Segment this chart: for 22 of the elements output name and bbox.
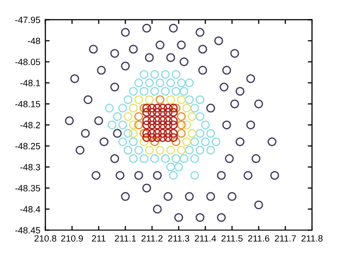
x-tick-label: 211.3 [168, 235, 190, 242]
x-tick-label: 211 [92, 235, 106, 242]
y-tick-label: -48.4 [20, 206, 40, 212]
y-tick-label: -48.1 [20, 80, 40, 86]
x-tick-label: 211.2 [142, 235, 163, 242]
y-tick-label: -48.2 [20, 122, 40, 128]
y-tick-label: -48.15 [15, 100, 40, 108]
y-tick-label: -48.05 [15, 58, 40, 66]
x-tick-label: 211.1 [114, 235, 136, 242]
x-tick-label: 211.4 [194, 235, 216, 242]
x-tick-label: 211.5 [222, 235, 243, 242]
x-tick-label: 210.8 [34, 235, 56, 242]
y-tick-label: -48.3 [20, 164, 40, 170]
x-tick-label: 210.9 [61, 235, 83, 242]
y-tick-label: -47.95 [15, 16, 40, 24]
x-tick-label: 211.7 [274, 235, 296, 242]
y-tick-label: -48.35 [15, 185, 40, 192]
y-tick-label: -48 [28, 38, 40, 44]
x-tick-label: 211.6 [248, 235, 270, 242]
y-tick-label: -48.25 [15, 142, 40, 150]
y-tick-label: -48.45 [15, 227, 40, 234]
x-tick-label: 211.8 [302, 235, 323, 242]
